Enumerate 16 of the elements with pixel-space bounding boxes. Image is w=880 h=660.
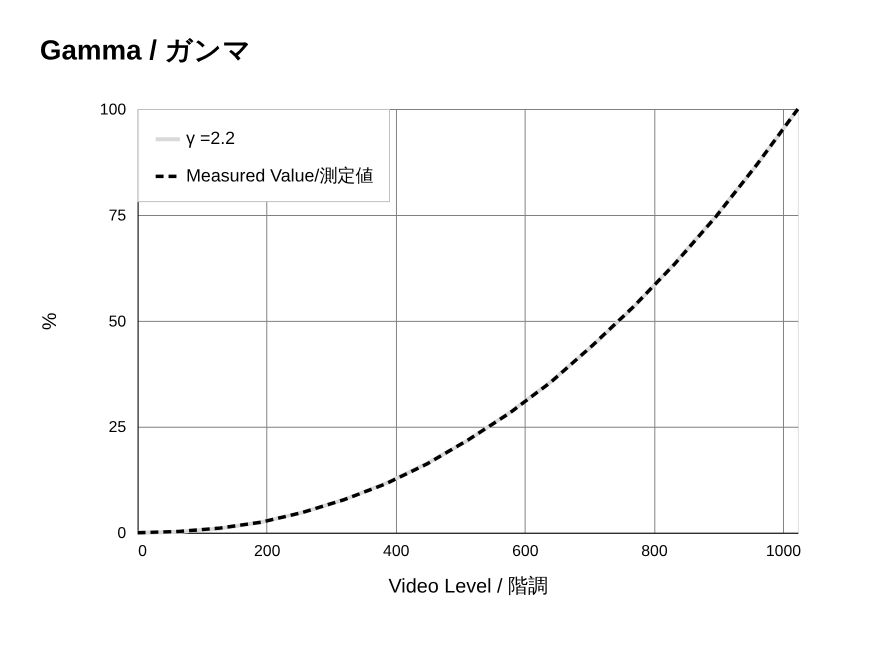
x-tick-label: 600 (512, 542, 539, 560)
x-tick-label: 800 (641, 542, 668, 560)
y-tick-label: 25 (108, 419, 126, 436)
y-tick-label: 100 (100, 101, 126, 118)
y-tick-label: 0 (117, 525, 126, 542)
x-tick-label: 0 (138, 542, 148, 560)
legend-label: γ =2.2 (186, 128, 236, 148)
x-tick-label: 200 (254, 542, 281, 560)
x-tick-label: 1000 (766, 542, 802, 560)
x-tick-label: 400 (383, 542, 410, 560)
y-tick-label: 75 (108, 207, 126, 224)
x-axis-title: Video Level / 階調 (388, 576, 548, 598)
y-tick-label: 50 (108, 313, 126, 330)
chart-title: Gamma / ガンマ (40, 34, 252, 66)
y-axis-title: % (39, 312, 62, 330)
legend-label: Measured Value/測定値 (186, 165, 374, 186)
